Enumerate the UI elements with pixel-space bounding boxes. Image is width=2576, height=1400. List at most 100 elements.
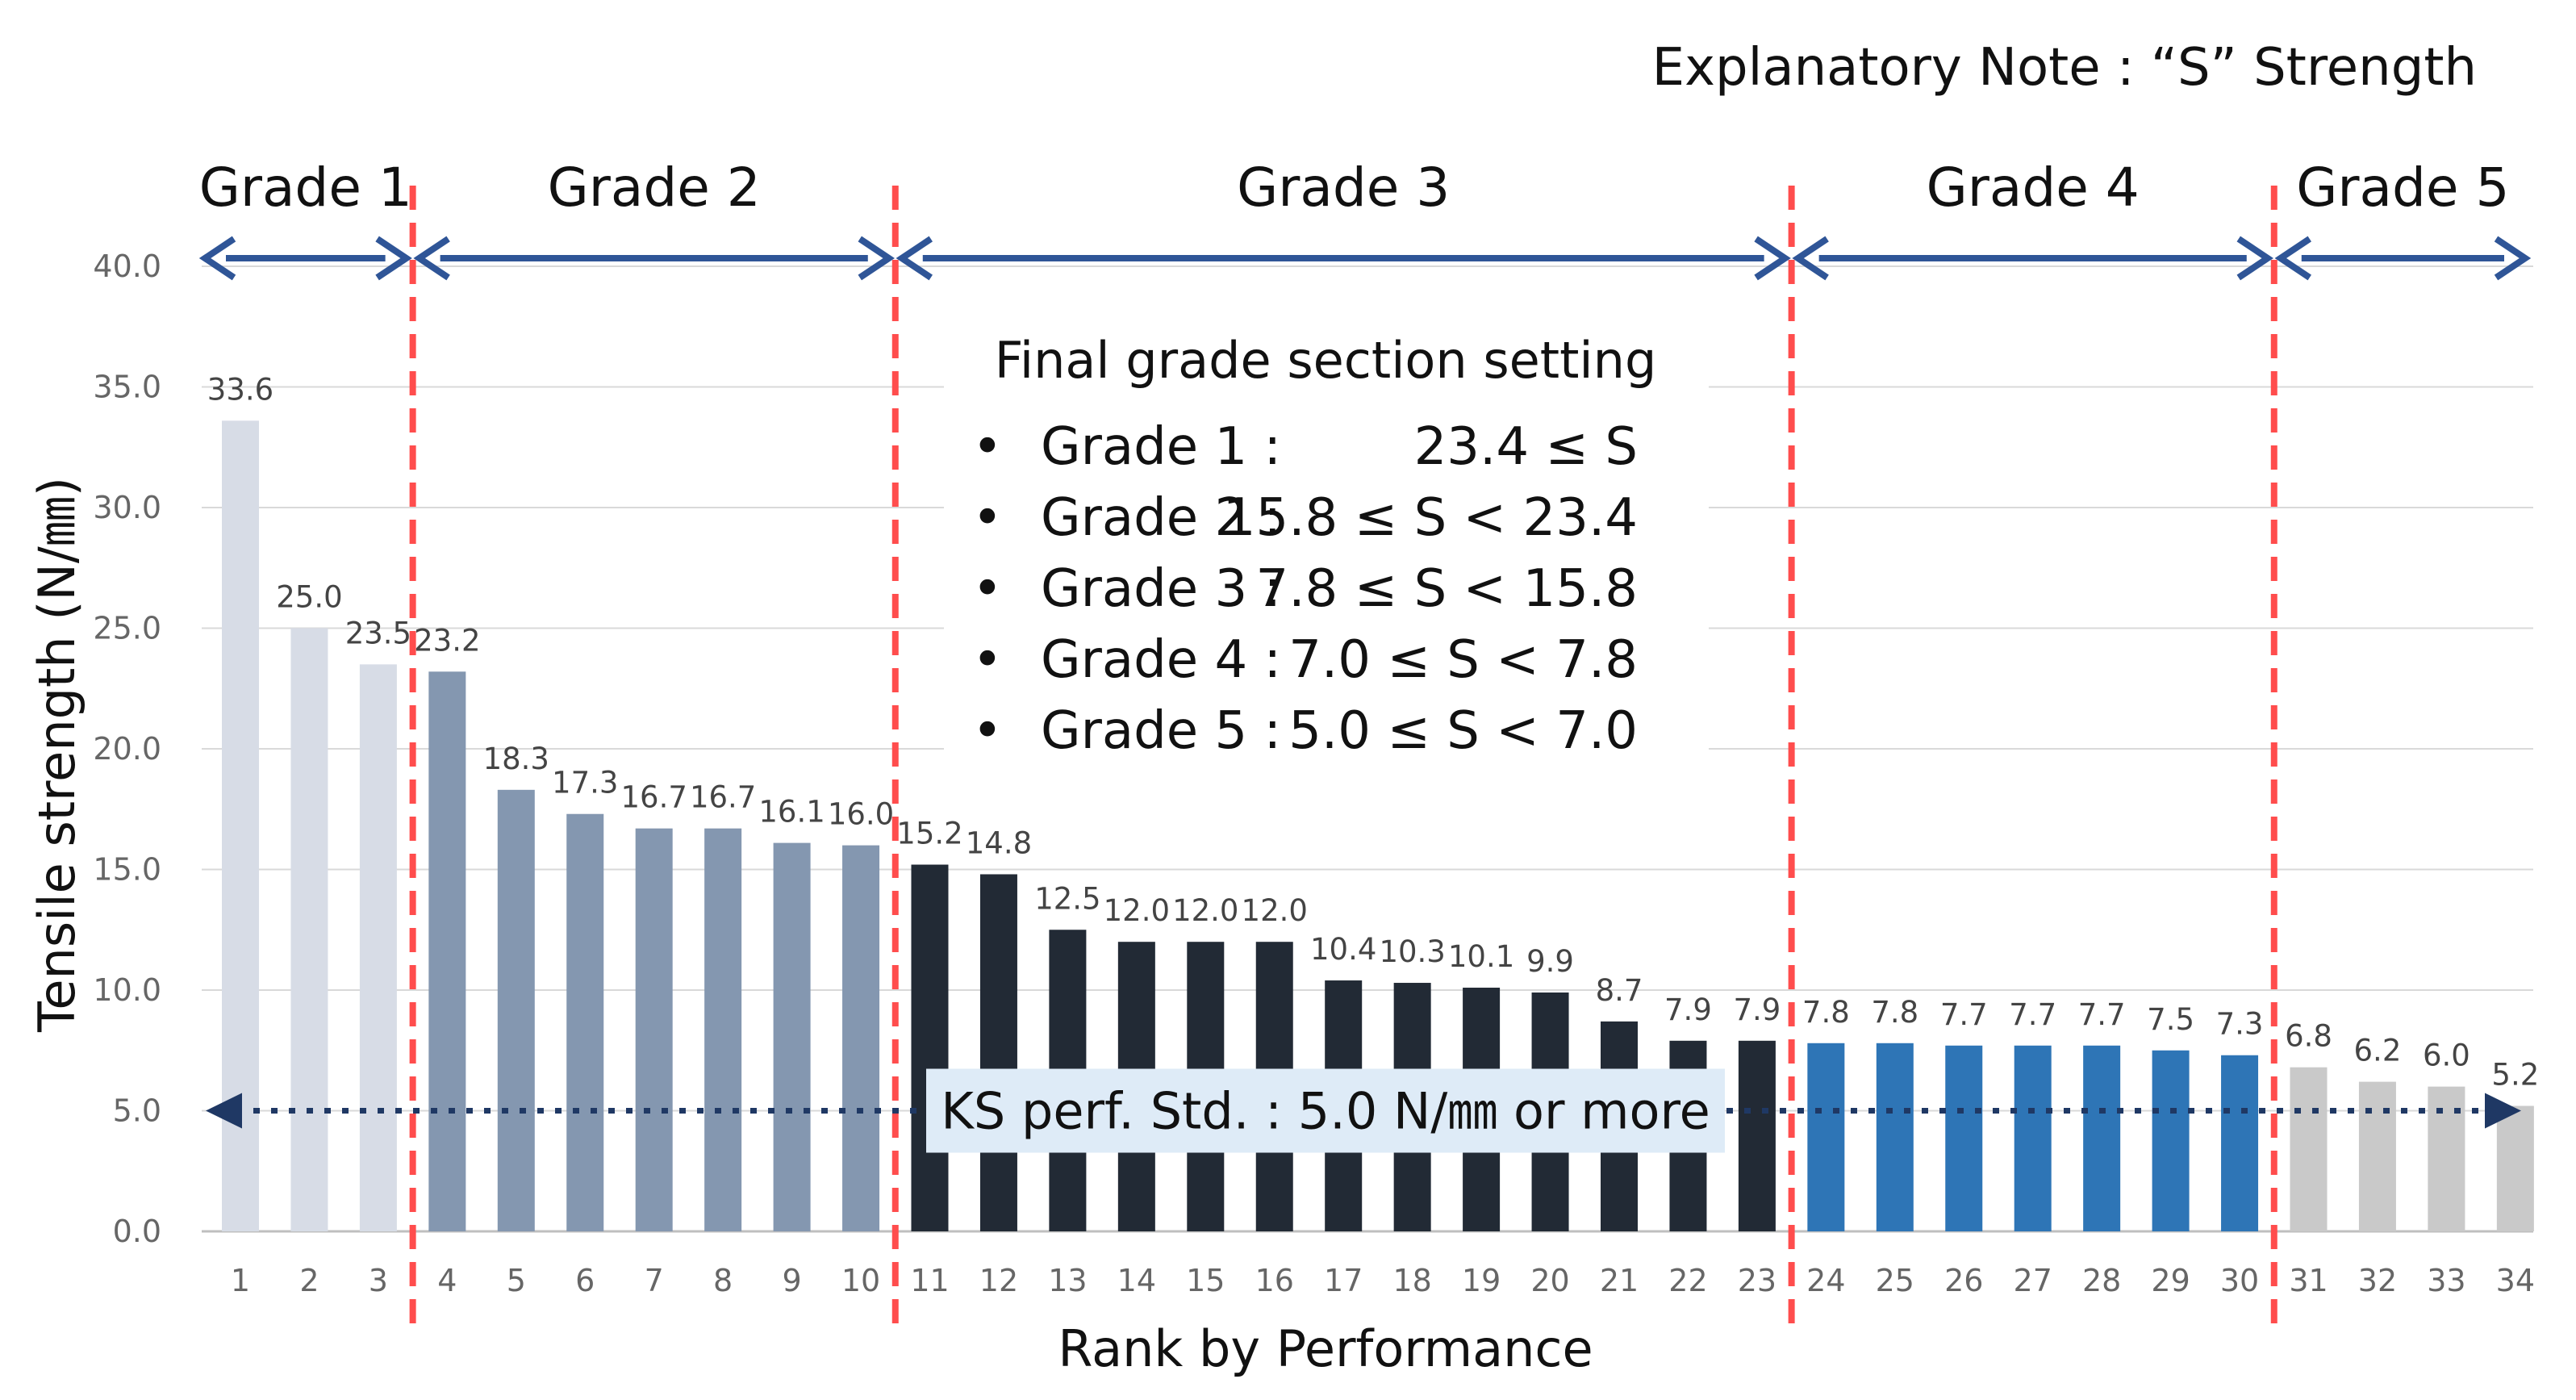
x-tick-label: 18 bbox=[1392, 1263, 1431, 1298]
x-tick-label: 15 bbox=[1186, 1263, 1225, 1298]
y-tick-label: 0.0 bbox=[113, 1214, 161, 1249]
x-tick-label: 23 bbox=[1738, 1263, 1776, 1298]
grade-arrow-icon bbox=[896, 236, 1791, 281]
bar bbox=[359, 664, 397, 1231]
x-tick-label: 30 bbox=[2220, 1263, 2259, 1298]
x-tick-label: 24 bbox=[1806, 1263, 1845, 1298]
value-label: 7.7 bbox=[1940, 997, 1988, 1032]
grade-arrow-head-left bbox=[198, 236, 236, 281]
x-tick-label: 13 bbox=[1048, 1263, 1087, 1298]
value-label: 12.0 bbox=[1104, 893, 1170, 928]
grade-row-range: 7.0 ≤ S < 7.8 bbox=[1288, 630, 1638, 690]
grade-arrow-head-right bbox=[1754, 236, 1791, 281]
value-label: 6.0 bbox=[2423, 1039, 2470, 1073]
grade-label: Grade 5 bbox=[2296, 157, 2509, 219]
x-tick-label: 10 bbox=[841, 1263, 880, 1298]
grade-row-range: 15.8 ≤ S < 23.4 bbox=[1223, 488, 1638, 548]
value-label: 17.3 bbox=[552, 766, 618, 800]
bar bbox=[704, 828, 742, 1231]
value-label: 10.4 bbox=[1310, 932, 1376, 967]
grade-arrow-head-right bbox=[858, 236, 895, 281]
x-tick-label: 7 bbox=[645, 1263, 664, 1298]
x-tick-label: 31 bbox=[2289, 1263, 2328, 1298]
value-label: 16.7 bbox=[621, 780, 687, 815]
value-label: 12.0 bbox=[1172, 893, 1238, 928]
grade-arrow-head-left bbox=[896, 236, 933, 281]
ks-arrow-right-icon bbox=[2485, 1093, 2521, 1129]
bar bbox=[2014, 1045, 2052, 1231]
y-axis-title: Tensile strength (N/㎜) bbox=[27, 477, 86, 1033]
value-label: 7.7 bbox=[2078, 997, 2126, 1032]
grade-label: Grade 4 bbox=[1927, 157, 2140, 219]
value-label: 5.2 bbox=[2491, 1058, 2539, 1093]
value-label: 10.3 bbox=[1379, 934, 1445, 969]
grade-row-name: Grade 1 : bbox=[1041, 417, 1281, 477]
bar bbox=[2083, 1045, 2121, 1231]
grade-arrow-head-right bbox=[2236, 236, 2273, 281]
value-label: 14.8 bbox=[966, 825, 1032, 860]
bar bbox=[979, 874, 1017, 1231]
bar bbox=[2221, 1055, 2259, 1231]
y-tick-label: 20.0 bbox=[93, 731, 161, 767]
grade-row-name: Grade 5 : bbox=[1041, 701, 1281, 761]
value-label: 23.2 bbox=[414, 623, 480, 658]
grade-label: Grade 3 bbox=[1237, 157, 1450, 219]
bar bbox=[2290, 1067, 2328, 1231]
y-tick-label: 25.0 bbox=[93, 611, 161, 646]
bar bbox=[1807, 1043, 1845, 1231]
bar bbox=[566, 813, 604, 1231]
value-label: 7.8 bbox=[1802, 995, 1850, 1030]
grade-row-range: 5.0 ≤ S < 7.0 bbox=[1288, 701, 1638, 761]
grade-arrow-icon bbox=[1792, 236, 2273, 281]
x-axis-ticks: 1 2 3 4 5 6 7 8 9 10 11 12 13 14 15 16 17 18 19 20 21 22 23 24 2… bbox=[231, 1263, 2535, 1298]
bar bbox=[497, 789, 535, 1231]
bar bbox=[2496, 1105, 2534, 1231]
grade-label: Grade 2 bbox=[548, 157, 761, 219]
y-tick-label: 5.0 bbox=[113, 1093, 161, 1129]
x-tick-label: 11 bbox=[910, 1263, 949, 1298]
value-label: 16.7 bbox=[690, 780, 756, 815]
grade-section-box: Final grade section setting • Grade 1 : 23… bbox=[944, 315, 1709, 767]
grade-row-bullet: • bbox=[972, 701, 1003, 761]
x-tick-label: 34 bbox=[2496, 1263, 2535, 1298]
ks-standard: KS perf. Std. : 5.0 N/㎜ or more bbox=[206, 1068, 2521, 1153]
value-label: 6.2 bbox=[2354, 1034, 2402, 1068]
x-tick-label: 26 bbox=[1944, 1263, 1983, 1298]
grade-arrow-head-right bbox=[2494, 236, 2532, 281]
y-tick-label: 30.0 bbox=[93, 490, 161, 525]
bar bbox=[290, 628, 328, 1231]
value-label: 16.0 bbox=[828, 797, 894, 832]
grade-row-name: Grade 4 : bbox=[1041, 630, 1281, 690]
value-label: 10.1 bbox=[1448, 939, 1514, 974]
x-tick-label: 28 bbox=[2082, 1263, 2121, 1298]
grade-row-bullet: • bbox=[972, 417, 1003, 477]
grade-row-range: 7.8 ≤ S < 15.8 bbox=[1255, 559, 1638, 619]
x-tick-label: 16 bbox=[1255, 1263, 1294, 1298]
grade-labels: Grade 1 Grade 2 Grade 3 Grade 4 Grade 5 bbox=[199, 157, 2510, 219]
grade-dividers bbox=[409, 186, 2277, 1331]
x-tick-label: 17 bbox=[1324, 1263, 1363, 1298]
grade-range-arrows bbox=[198, 236, 2532, 281]
value-label: 12.0 bbox=[1242, 893, 1308, 928]
bar bbox=[1738, 1040, 1776, 1231]
grade-arrow-head-left bbox=[413, 236, 450, 281]
grade-row-name: Grade 2 : bbox=[1041, 488, 1281, 548]
x-tick-label: 29 bbox=[2151, 1263, 2190, 1298]
ks-standard-label: KS perf. Std. : 5.0 N/㎜ or more bbox=[941, 1082, 1710, 1141]
ks-arrow-left-icon bbox=[206, 1093, 242, 1129]
value-label: 7.9 bbox=[1664, 993, 1712, 1027]
x-tick-label: 20 bbox=[1530, 1263, 1569, 1298]
value-label: 15.2 bbox=[896, 817, 962, 851]
grade-arrow-icon bbox=[2274, 236, 2532, 281]
y-axis-ticks: 0.0 5.0 10.0 15.0 20.0 25.0 30.0 35.0 40.0 bbox=[93, 249, 161, 1249]
y-tick-label: 15.0 bbox=[93, 852, 161, 888]
value-label: 8.7 bbox=[1596, 973, 1643, 1008]
explanatory-note: Explanatory Note : “S” Strength bbox=[1652, 38, 2477, 98]
grade-arrow-head-left bbox=[2274, 236, 2311, 281]
x-tick-label: 32 bbox=[2358, 1263, 2397, 1298]
x-tick-label: 5 bbox=[507, 1263, 526, 1298]
value-label: 18.3 bbox=[483, 742, 549, 776]
value-label: 9.9 bbox=[1526, 944, 1574, 979]
grade-row-bullet: • bbox=[972, 488, 1003, 548]
bar bbox=[1945, 1045, 1983, 1231]
